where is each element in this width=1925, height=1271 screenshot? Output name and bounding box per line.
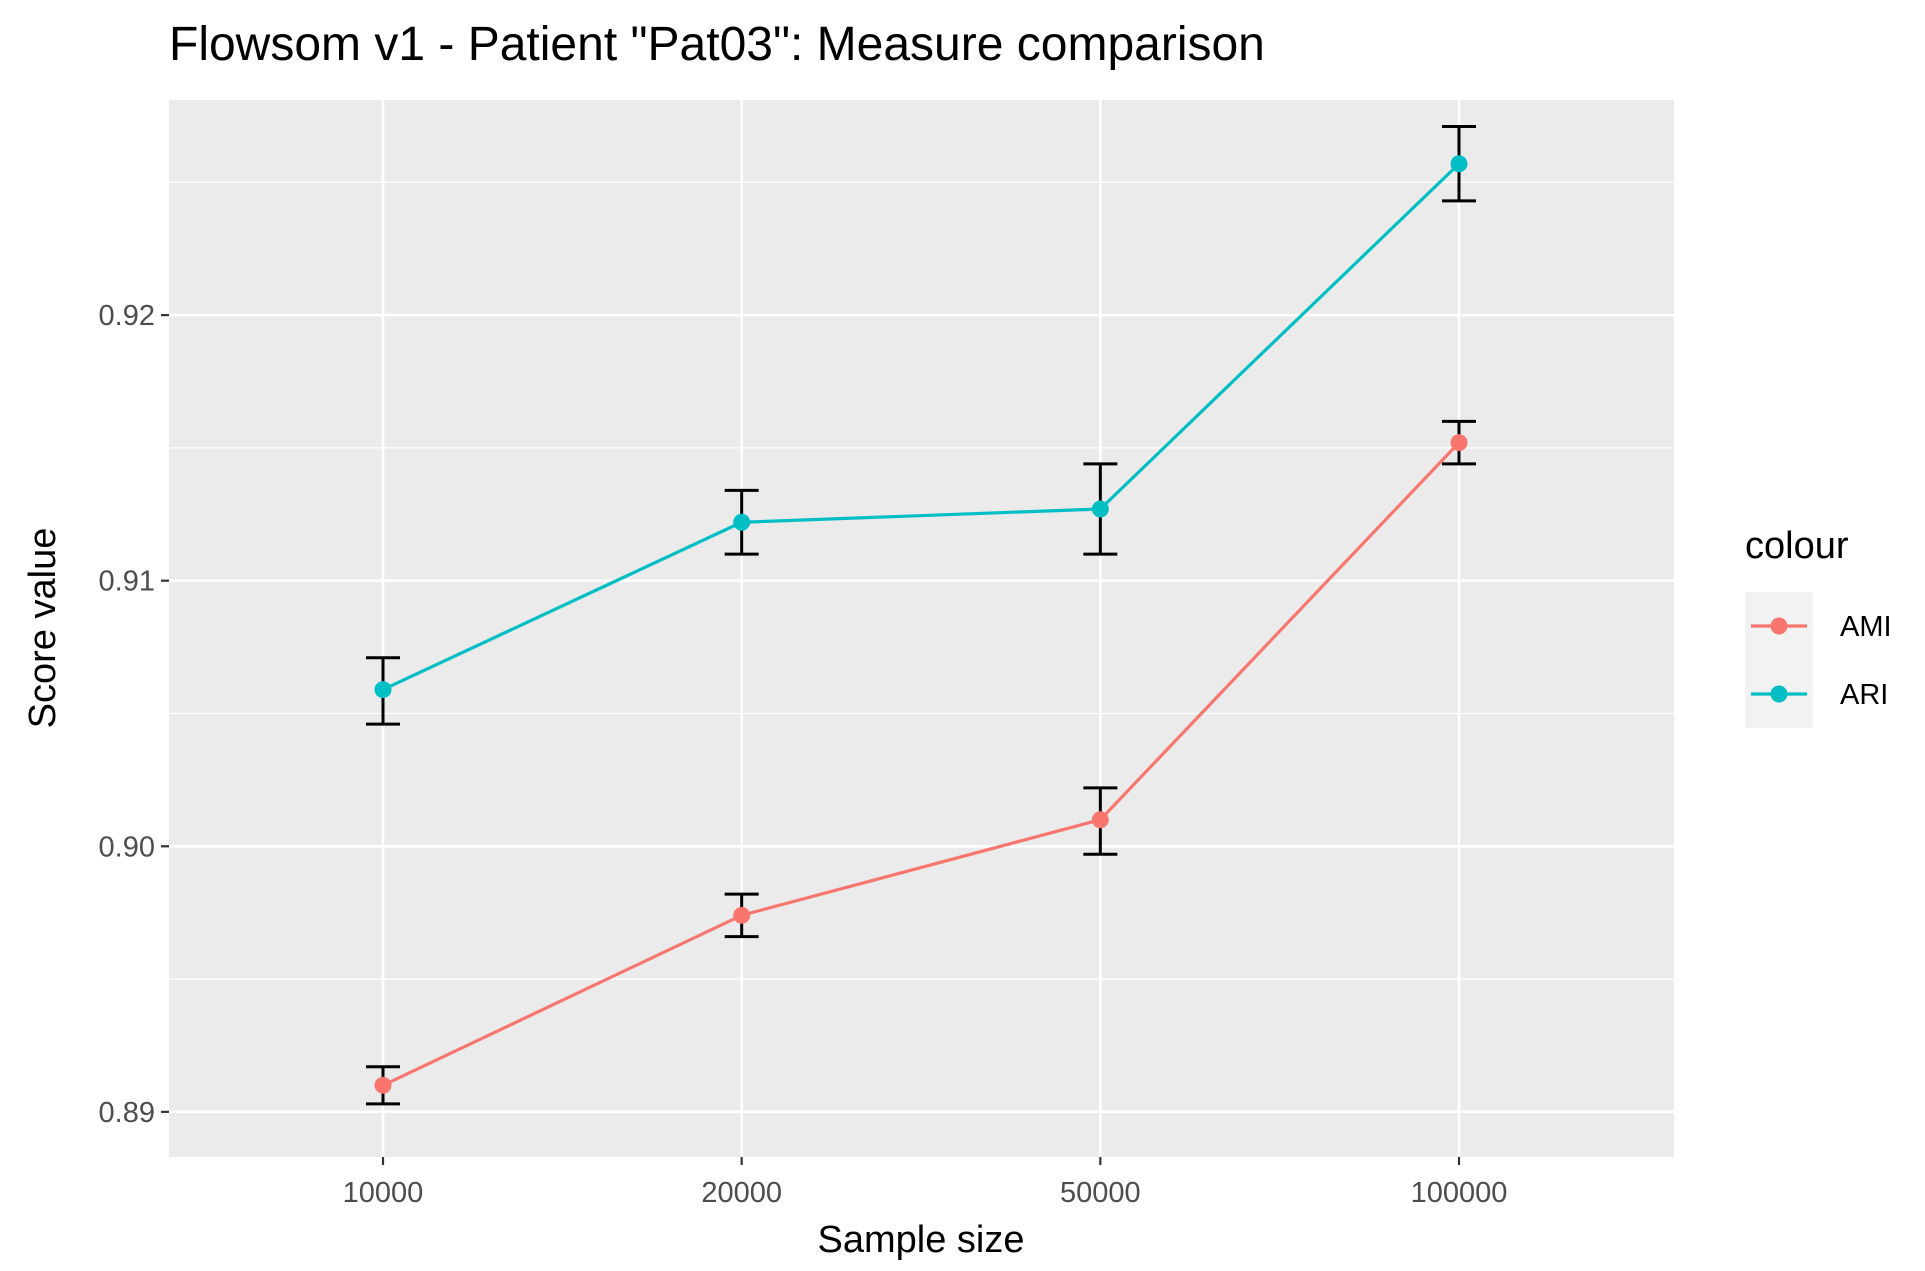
x-tick-label: 100000 (1411, 1177, 1508, 1209)
y-tick-label: 0.90 (99, 831, 155, 863)
y-tick-label: 0.92 (99, 300, 155, 332)
x-tick-label: 50000 (1060, 1177, 1141, 1209)
data-point-ami (733, 906, 751, 924)
y-tick-label: 0.91 (99, 566, 155, 598)
minor-gridlines (169, 181, 1674, 980)
y-axis-title: Score value (22, 528, 64, 729)
x-tick-label: 20000 (701, 1177, 782, 1209)
legend-key-ari (1745, 660, 1813, 728)
data-point-ari (1450, 155, 1468, 173)
data-point-ami (1091, 811, 1109, 829)
legend: colour AMI ARI (1745, 525, 1892, 728)
x-tick-label: 10000 (343, 1177, 424, 1209)
data-points (374, 155, 1468, 1094)
legend-label-ami: AMI (1840, 611, 1892, 643)
series-line-ami (382, 441, 1461, 1087)
series-lines (382, 162, 1461, 1087)
y-axis: 0.89 0.90 0.91 0.92 (99, 300, 169, 1129)
x-axis-title: Sample size (818, 1219, 1025, 1261)
chart-title: Flowsom v1 - Patient "Pat03": Measure co… (169, 18, 1265, 71)
data-point-ami (1450, 434, 1468, 452)
series-line-ari (382, 162, 1461, 692)
legend-title: colour (1745, 525, 1849, 567)
data-point-ari (374, 681, 392, 699)
plot-panel (169, 100, 1674, 1157)
legend-label-ari: ARI (1840, 679, 1888, 711)
data-point-ari (733, 513, 751, 531)
data-point-ari (1091, 500, 1109, 518)
legend-key-ami (1745, 592, 1813, 660)
x-axis: 10000 20000 50000 100000 (343, 1157, 1508, 1209)
data-point-ami (374, 1076, 392, 1094)
major-gridlines (169, 100, 1674, 1157)
y-tick-label: 0.89 (99, 1097, 155, 1129)
